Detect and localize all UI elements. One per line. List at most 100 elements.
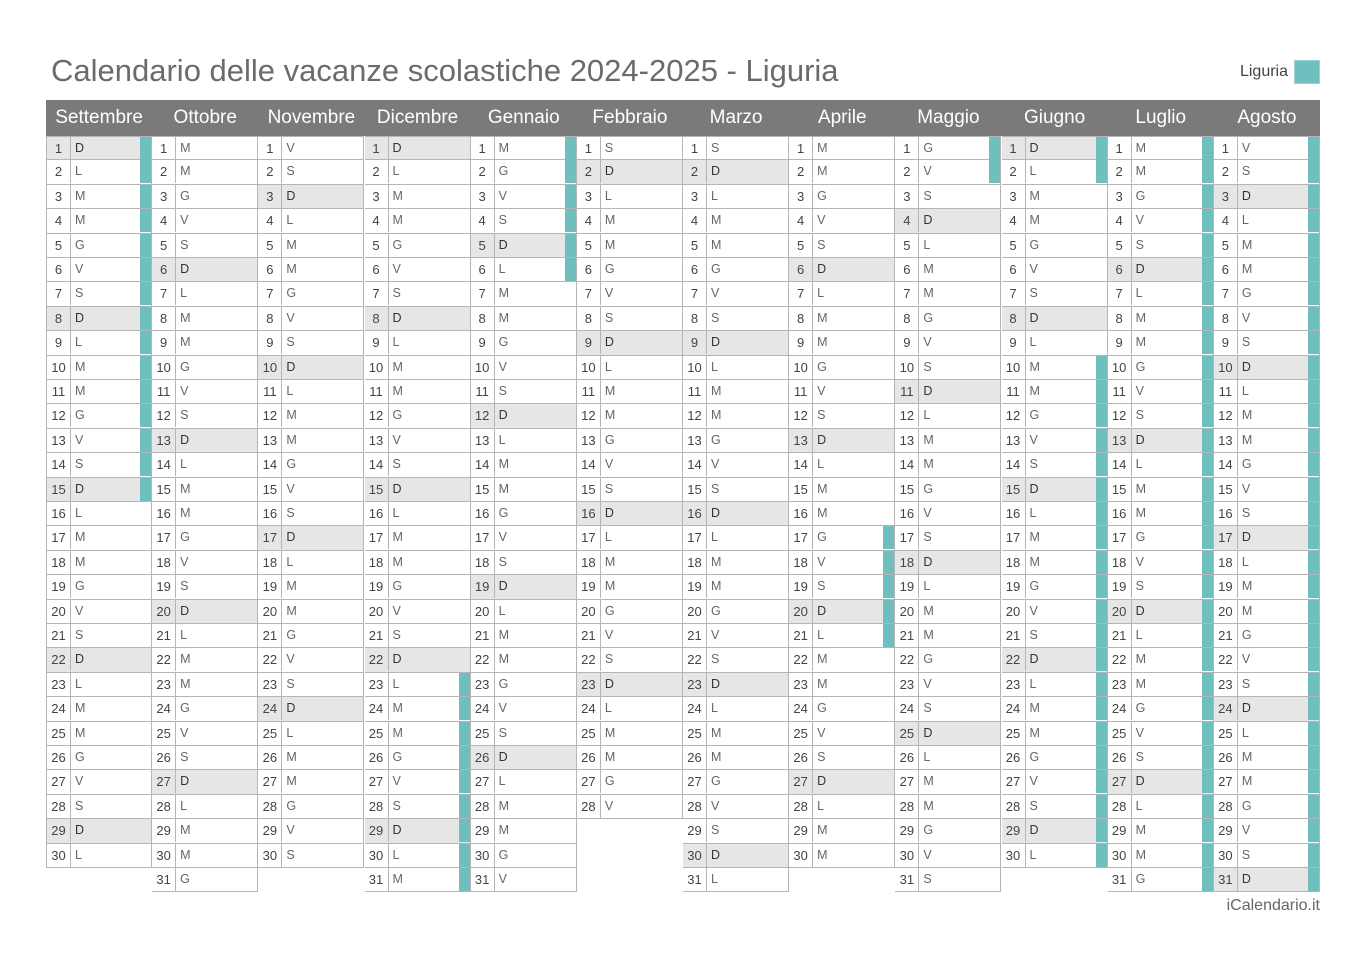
day-cell: 28 G bbox=[1213, 794, 1320, 820]
day-number: 12 bbox=[789, 404, 814, 428]
day-number: 13 bbox=[258, 428, 283, 452]
weekday-letter: L bbox=[392, 676, 400, 691]
day-cell: 20 M bbox=[895, 599, 1002, 624]
holiday-marker bbox=[140, 404, 152, 428]
weekday-letter: M bbox=[817, 676, 828, 691]
day-cell: 13 D bbox=[789, 428, 896, 454]
day-number: 25 bbox=[683, 721, 707, 745]
weekday-letter: D bbox=[498, 237, 508, 252]
holiday-marker bbox=[1201, 794, 1213, 818]
day-number: 16 bbox=[577, 502, 601, 525]
weekday-letter: V bbox=[498, 701, 507, 716]
day-number: 7 bbox=[365, 282, 389, 306]
weekday-letter: D bbox=[604, 335, 614, 350]
day-cell: 16 L bbox=[46, 502, 153, 527]
day-number: 21 bbox=[1002, 624, 1026, 647]
day-cell: 10 M bbox=[1001, 355, 1108, 380]
day-cell: 18 V bbox=[1107, 550, 1214, 576]
holiday-marker bbox=[458, 721, 470, 745]
day-number: 19 bbox=[789, 575, 814, 599]
day-cell: 12 L bbox=[895, 404, 1002, 429]
day-cell: 20 M bbox=[258, 599, 365, 624]
weekday-letter: V bbox=[75, 774, 84, 789]
day-cell: 22 M bbox=[152, 648, 259, 673]
holiday-marker bbox=[458, 843, 470, 867]
weekday-letter: M bbox=[923, 628, 934, 642]
day-cell: 11 V bbox=[789, 380, 896, 405]
day-number: 20 bbox=[577, 599, 601, 623]
holiday-marker bbox=[883, 526, 895, 550]
day-number: 15 bbox=[683, 477, 707, 501]
day-number: 11 bbox=[683, 380, 707, 403]
day-number: 27 bbox=[1002, 770, 1026, 794]
weekday-letter: D bbox=[604, 506, 614, 520]
day-number: 18 bbox=[471, 550, 495, 574]
day-cell: 21 L bbox=[1107, 624, 1214, 649]
weekday-letter: M bbox=[817, 335, 828, 350]
weekday-letter: S bbox=[180, 408, 189, 423]
weekday-letter: G bbox=[1241, 457, 1252, 472]
day-number: 26 bbox=[471, 746, 495, 769]
holiday-marker bbox=[1307, 331, 1319, 355]
day-cell: 20 V bbox=[364, 599, 471, 624]
day-cell: 19 G bbox=[364, 575, 471, 600]
weekday-letter: M bbox=[286, 603, 297, 618]
day-cell: 18 D bbox=[895, 550, 1002, 576]
day-number: 8 bbox=[683, 306, 707, 330]
holiday-marker bbox=[1201, 404, 1213, 428]
month-header-maggio: Maggio bbox=[917, 107, 980, 128]
holiday-marker bbox=[1095, 599, 1107, 623]
day-cell: 27 M bbox=[895, 770, 1002, 795]
weekday-letter: V bbox=[1135, 725, 1144, 740]
weekday-letter: V bbox=[923, 164, 932, 179]
holiday-marker bbox=[1095, 477, 1107, 501]
weekday-letter: S bbox=[286, 676, 295, 691]
weekday-letter: G bbox=[711, 432, 721, 447]
month-header-bar: Settembre Ottobre Novembre Dicembre Gennaio F… bbox=[46, 100, 1320, 136]
weekday-letter: D bbox=[392, 652, 402, 667]
day-cell: 16 V bbox=[895, 502, 1002, 527]
day-number: 4 bbox=[895, 209, 920, 233]
weekday-letter: M bbox=[498, 310, 510, 325]
day-cell: 14 V bbox=[683, 453, 790, 478]
weekday-letter: S bbox=[1241, 506, 1251, 520]
weekday-letter: M bbox=[817, 847, 828, 862]
weekday-letter: D bbox=[817, 603, 827, 618]
day-cell: 21 V bbox=[683, 624, 790, 649]
day-number: 22 bbox=[683, 648, 707, 672]
weekday-letter: S bbox=[1135, 408, 1144, 423]
weekday-letter: M bbox=[392, 384, 403, 398]
day-number: 4 bbox=[47, 209, 71, 233]
weekday-letter: S bbox=[180, 579, 189, 594]
day-number: 5 bbox=[1214, 233, 1238, 257]
day-cell: 29 V bbox=[1213, 819, 1320, 844]
day-number: 24 bbox=[47, 697, 71, 721]
weekday-letter: D bbox=[923, 554, 933, 569]
holiday-marker bbox=[1307, 746, 1319, 769]
day-cell: 22 D bbox=[1001, 648, 1108, 673]
day-number: 19 bbox=[1002, 575, 1026, 599]
day-number: 24 bbox=[152, 697, 177, 721]
day-number: 19 bbox=[258, 575, 283, 599]
day-cell: 15 V bbox=[258, 477, 365, 502]
month-header-novembre: Novembre bbox=[267, 107, 356, 128]
day-cell: 18 S bbox=[470, 550, 577, 576]
weekday-letter: M bbox=[1241, 579, 1253, 594]
weekday-letter: M bbox=[604, 750, 616, 764]
day-number: 9 bbox=[895, 331, 920, 355]
weekday-letter: M bbox=[498, 823, 510, 838]
day-number: 8 bbox=[47, 306, 71, 330]
month-header-febbraio: Febbraio bbox=[592, 107, 668, 128]
weekday-letter: G bbox=[923, 141, 934, 155]
day-number: 7 bbox=[1214, 282, 1238, 306]
day-cell: 25 M bbox=[683, 721, 790, 746]
day-cell: 29 M bbox=[470, 819, 577, 844]
day-number: 30 bbox=[1002, 843, 1026, 867]
